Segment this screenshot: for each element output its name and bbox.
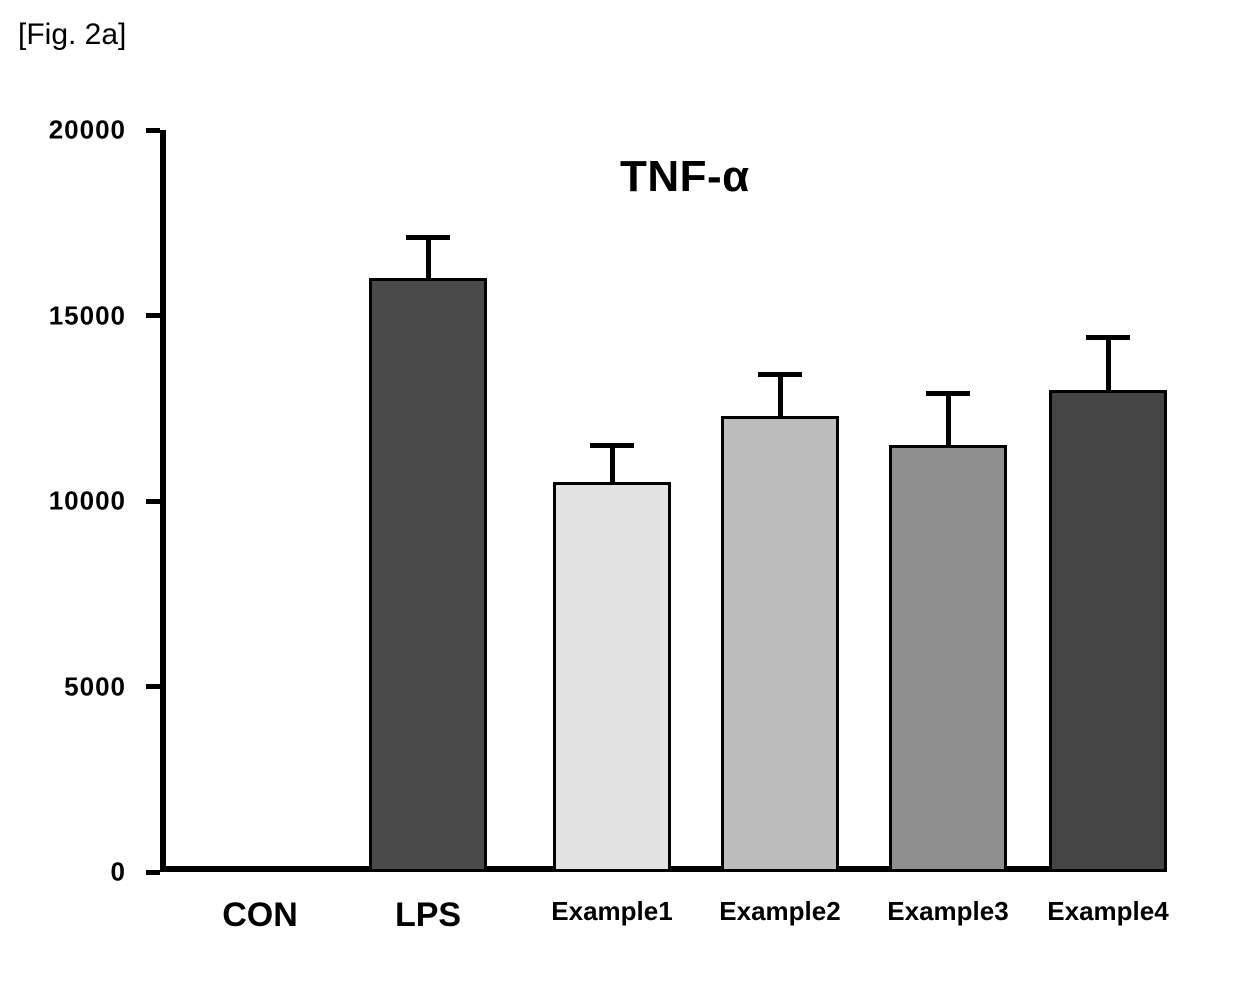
y-axis-tick [146,870,160,875]
bar [1049,390,1167,872]
figure-label: [Fig. 2a] [18,18,126,52]
x-axis-category-label: Example3 [887,896,1008,927]
x-axis-category-label: CON [222,896,298,935]
error-bar-cap [1086,335,1130,340]
y-axis-tick-label: 20000 [6,115,126,146]
y-axis-tick [146,684,160,689]
error-bar-stem [778,375,783,416]
error-bar-cap [406,235,450,240]
plot-area-inner: 05000100001500020000 [160,130,1160,872]
error-bar-stem [946,393,951,445]
x-axis-category-label: LPS [395,896,461,935]
error-bar-stem [610,445,615,482]
x-axis-category-label: Example1 [551,896,672,927]
y-axis-line [160,130,166,872]
error-bar-stem [1106,338,1111,390]
y-axis-tick-label: 10000 [6,486,126,517]
error-bar-cap [926,391,970,396]
x-axis-category-label: Example4 [1047,896,1168,927]
error-bar-stem [426,238,431,279]
y-axis-tick-label: 15000 [6,300,126,331]
bar [889,445,1007,872]
y-axis-tick-label: 0 [6,857,126,888]
y-axis-tick [146,128,160,133]
error-bar-cap [758,372,802,377]
page-root: [Fig. 2a] TNF-α 05000100001500020000 CON… [0,0,1240,991]
y-axis-tick [146,499,160,504]
error-bar-cap [590,443,634,448]
y-axis-tick [146,313,160,318]
bar [721,416,839,872]
x-axis-category-label: Example2 [719,896,840,927]
bar [369,278,487,872]
y-axis-tick-label: 5000 [6,671,126,702]
chart-plot-area: 05000100001500020000 [160,130,1160,872]
bar [553,482,671,872]
